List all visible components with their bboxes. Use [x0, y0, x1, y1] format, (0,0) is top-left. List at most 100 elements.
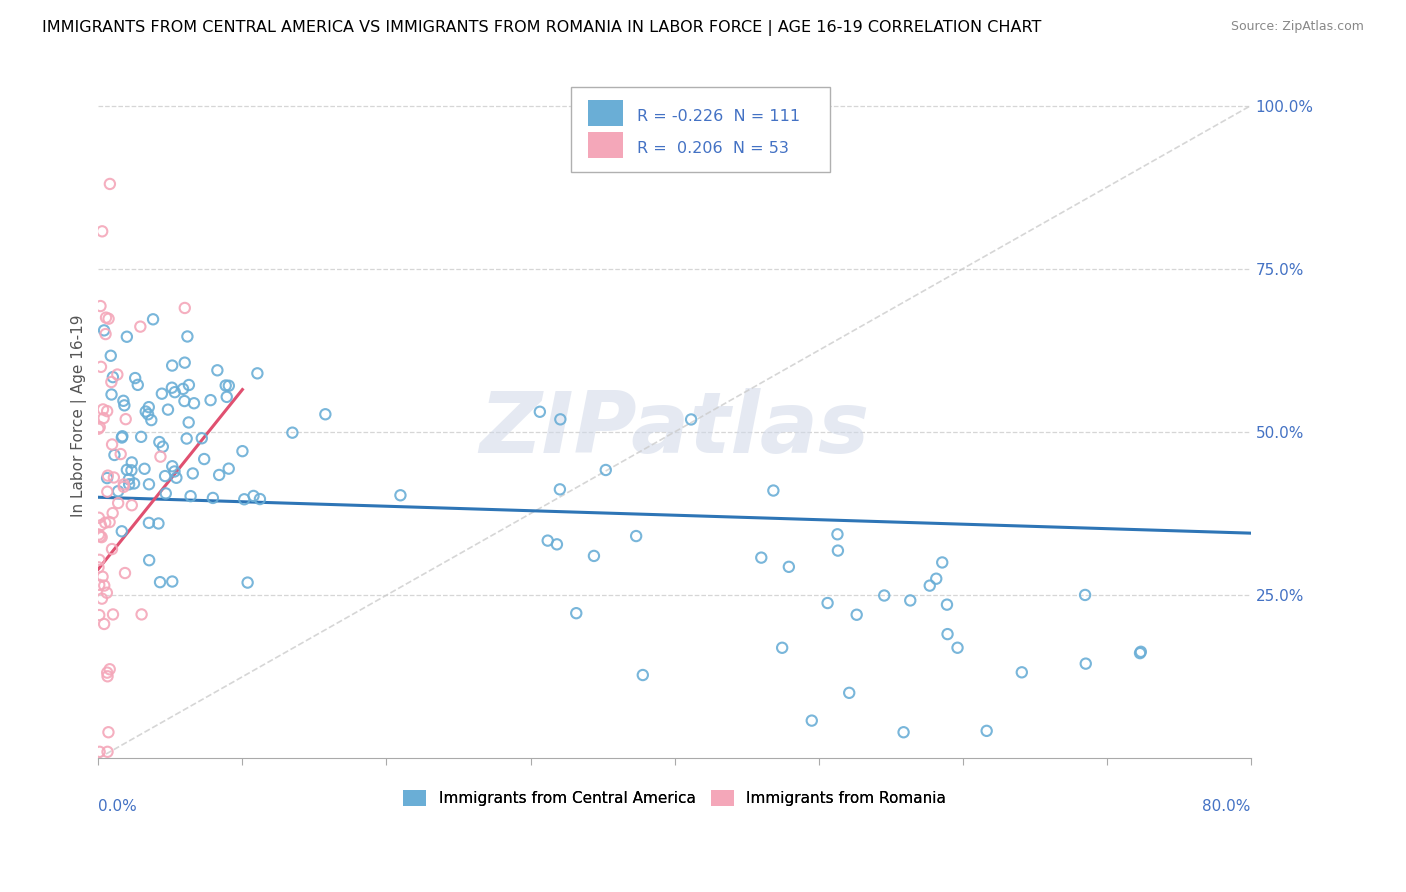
Point	[120, 463, 142, 477]
Point	[770, 640, 793, 655]
Point	[112, 477, 135, 491]
Point	[87, 527, 110, 541]
Point	[173, 394, 195, 409]
Point	[89, 299, 111, 313]
Point	[90, 359, 112, 374]
Point	[314, 407, 336, 421]
Point	[936, 627, 959, 641]
Point	[218, 461, 240, 475]
Point	[898, 593, 921, 607]
Point	[96, 586, 118, 600]
Point	[200, 393, 222, 408]
Point	[925, 572, 948, 586]
Point	[100, 349, 122, 363]
Point	[93, 323, 115, 337]
Point	[176, 432, 198, 446]
Point	[817, 596, 839, 610]
Point	[114, 412, 136, 426]
Point	[124, 371, 146, 385]
Point	[101, 506, 124, 520]
Point	[162, 459, 184, 474]
Point	[114, 566, 136, 580]
Point	[762, 483, 785, 498]
Point	[111, 429, 134, 443]
Point	[152, 440, 174, 454]
Point	[138, 553, 160, 567]
Point	[162, 574, 184, 589]
Point	[118, 472, 141, 486]
Point	[97, 311, 120, 326]
Point	[163, 385, 186, 400]
Text: ZIPatlas: ZIPatlas	[479, 388, 870, 471]
Point	[546, 537, 568, 551]
Point	[800, 714, 823, 728]
Point	[94, 310, 117, 325]
Point	[242, 489, 264, 503]
Point	[1074, 657, 1097, 671]
Point	[215, 390, 238, 404]
Point	[936, 598, 959, 612]
Point	[90, 530, 112, 544]
Point	[89, 529, 111, 543]
Point	[96, 745, 118, 759]
Point	[101, 607, 124, 622]
Point	[160, 381, 183, 395]
Point	[249, 491, 271, 506]
Point	[548, 483, 571, 497]
Point	[1011, 665, 1033, 680]
Point	[208, 467, 231, 482]
Point	[122, 476, 145, 491]
Point	[98, 662, 121, 676]
Text: 80.0%: 80.0%	[1202, 799, 1251, 814]
Point	[93, 617, 115, 632]
Point	[89, 553, 111, 567]
Legend: Immigrants from Central America, Immigrants from Romania: Immigrants from Central America, Immigra…	[398, 784, 952, 813]
Point	[173, 356, 195, 370]
Point	[529, 405, 551, 419]
Text: 0.0%: 0.0%	[98, 799, 138, 814]
Point	[845, 607, 868, 622]
Point	[749, 550, 772, 565]
Point	[142, 312, 165, 326]
Point	[565, 606, 588, 620]
Point	[155, 486, 177, 500]
Point	[231, 444, 253, 458]
Point	[246, 367, 269, 381]
Point	[93, 411, 115, 425]
Point	[138, 516, 160, 530]
Point	[827, 527, 849, 541]
Point	[87, 422, 110, 436]
Text: IMMIGRANTS FROM CENTRAL AMERICA VS IMMIGRANTS FROM ROMANIA IN LABOR FORCE | AGE : IMMIGRANTS FROM CENTRAL AMERICA VS IMMIG…	[42, 20, 1042, 36]
Point	[172, 382, 194, 396]
Point	[118, 477, 141, 491]
Bar	[588, 100, 623, 126]
Point	[107, 484, 129, 499]
Point	[101, 370, 124, 384]
Point	[121, 455, 143, 469]
Point	[131, 607, 153, 622]
Point	[89, 420, 111, 434]
Point	[215, 378, 238, 392]
Point	[150, 386, 173, 401]
Point	[96, 665, 118, 680]
Point	[111, 524, 134, 539]
Point	[193, 452, 215, 467]
Point	[537, 533, 560, 548]
Point	[112, 393, 135, 408]
Point	[163, 465, 186, 479]
Point	[91, 224, 114, 238]
Point	[97, 725, 120, 739]
Point	[918, 579, 941, 593]
Point	[91, 570, 114, 584]
Point	[112, 398, 135, 412]
Point	[1129, 645, 1152, 659]
Point	[148, 435, 170, 450]
Point	[1129, 646, 1152, 660]
Point	[893, 725, 915, 739]
Point	[89, 745, 111, 759]
Point	[165, 471, 187, 485]
Point	[134, 462, 156, 476]
Point	[191, 431, 214, 445]
Point	[827, 543, 849, 558]
Point	[96, 484, 118, 499]
